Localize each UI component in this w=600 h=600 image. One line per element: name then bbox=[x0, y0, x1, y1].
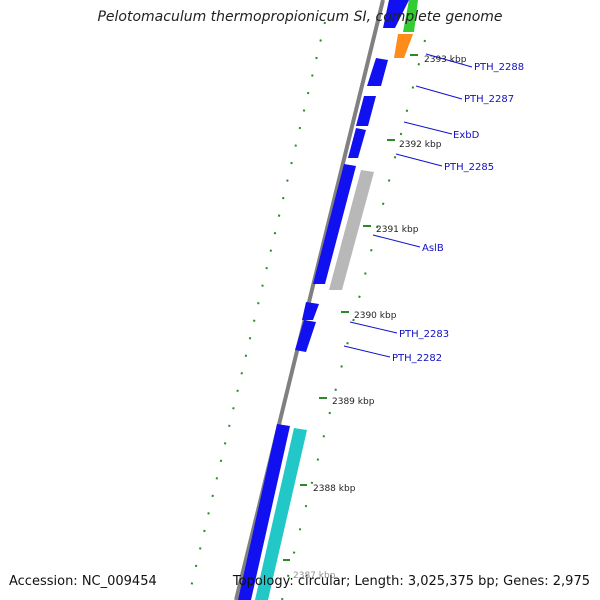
kbp-label-2392: 2392 kbp bbox=[399, 140, 442, 150]
kbp-label-2390: 2390 kbp bbox=[354, 311, 397, 321]
gene-label-pth-2288[interactable]: PTH_2288 bbox=[474, 62, 524, 73]
gene-block-green[interactable] bbox=[403, 0, 418, 32]
kbp-label-2388: 2388 kbp bbox=[313, 484, 356, 494]
label-line-exbd bbox=[403, 121, 453, 135]
gene-block[interactable] bbox=[238, 424, 290, 600]
label-line-pth-2285 bbox=[395, 153, 443, 167]
gene-pth-2287[interactable] bbox=[356, 96, 376, 126]
label-line-pth-2288 bbox=[425, 53, 473, 68]
gene-block[interactable] bbox=[383, 0, 409, 28]
label-line-pth-2287 bbox=[415, 85, 463, 100]
gene-label-pth-2282[interactable]: PTH_2282 bbox=[392, 353, 442, 364]
accession-text: Accession: NC_009454 bbox=[9, 574, 157, 589]
gene-label-pth-2287[interactable]: PTH_2287 bbox=[464, 94, 514, 105]
gene-pth-2283[interactable] bbox=[302, 302, 319, 320]
kbp-label-2391: 2391 kbp bbox=[376, 225, 419, 235]
genome-stats-text: Topology: circular; Length: 3,025,375 bp… bbox=[232, 574, 590, 589]
gene-pth-2288[interactable] bbox=[367, 58, 388, 86]
gene-label-aslb[interactable]: AslB bbox=[422, 243, 444, 254]
label-line-pth-2283 bbox=[349, 321, 398, 334]
gene-pth-2285[interactable] bbox=[313, 164, 356, 284]
gene-pth-2282[interactable] bbox=[295, 320, 316, 352]
gene-label-exbd[interactable]: ExbD bbox=[453, 130, 480, 141]
gene-aslb[interactable] bbox=[329, 170, 374, 290]
gene-label-pth-2285[interactable]: PTH_2285 bbox=[444, 162, 494, 173]
kbp-label-2393: 2393 kbp bbox=[424, 55, 467, 65]
label-line-pth-2282 bbox=[343, 345, 391, 358]
kbp-label-2389: 2389 kbp bbox=[332, 397, 375, 407]
gene-exbd[interactable] bbox=[348, 128, 366, 158]
label-line-aslb bbox=[372, 234, 421, 248]
gene-label-pth-2283[interactable]: PTH_2283 bbox=[399, 329, 449, 340]
genome-title: Pelotomaculum thermopropionicum SI, comp… bbox=[97, 9, 503, 25]
gene-block-orange[interactable] bbox=[394, 34, 413, 58]
kbp-label-2387: 2387 kbp bbox=[293, 571, 336, 581]
inner-dotted-ring bbox=[281, 39, 426, 600]
gene-block-cyan[interactable] bbox=[255, 428, 307, 600]
